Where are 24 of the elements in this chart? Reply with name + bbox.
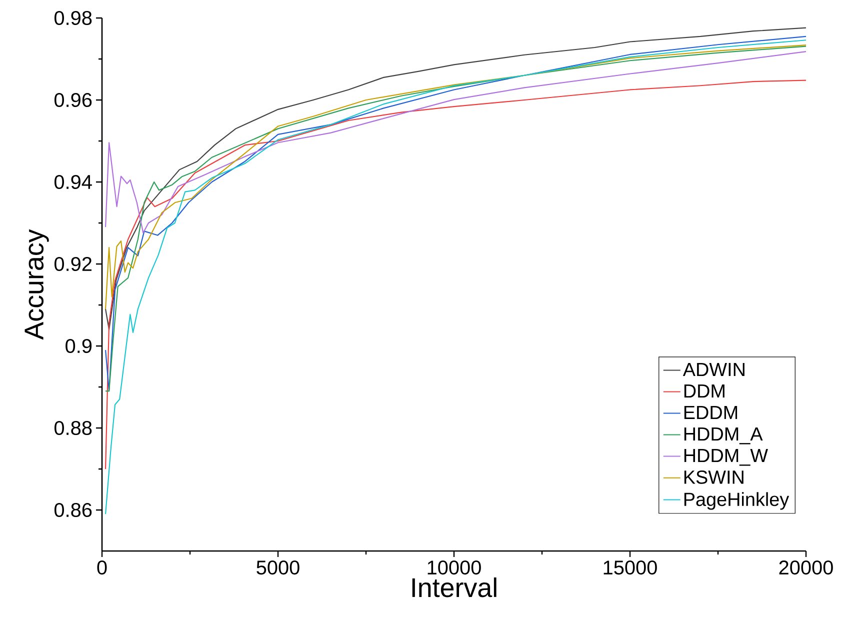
x-tick-label: 20000 <box>779 560 833 575</box>
y-tick-label: 0.9 <box>66 338 92 354</box>
legend-label: HDDM_A <box>684 427 763 444</box>
legend-label: ADWIN <box>682 362 744 376</box>
y-tick-label: 0.86 <box>54 502 92 518</box>
line-series <box>104 40 806 515</box>
x-axis-title: Interval <box>412 577 496 598</box>
x-tick-label: 5000 <box>256 560 300 575</box>
line-series <box>104 80 806 470</box>
legend-label: HDDM_W <box>684 448 768 466</box>
legend-label: KSWIN <box>684 470 744 484</box>
y-tick-label: 0.98 <box>54 10 92 26</box>
legend-label: EDDM <box>684 406 738 419</box>
y-axis-title: Accuracy <box>24 229 49 340</box>
y-tick-label: 0.92 <box>54 256 92 272</box>
y-tick-label: 0.88 <box>54 420 92 436</box>
x-tick-label: 15000 <box>604 560 657 575</box>
x-tick-label: 10000 <box>428 560 481 575</box>
legend-label: PageHinkley <box>684 492 790 510</box>
legend-label: DDM <box>684 384 724 398</box>
y-tick-label: 0.94 <box>54 174 92 190</box>
x-tick-label: 0 <box>97 560 107 575</box>
y-tick-label: 0.96 <box>54 92 92 108</box>
line-series <box>104 51 806 234</box>
